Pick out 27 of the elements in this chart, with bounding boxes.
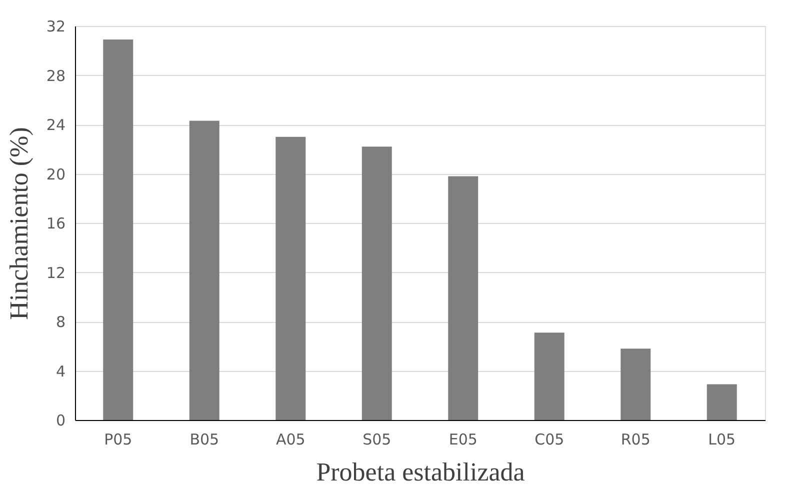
bar — [276, 136, 306, 420]
x-tick-label: A05 — [276, 430, 306, 448]
x-tick-label: L05 — [708, 430, 736, 448]
x-axis-title: Probeta estabilizada — [316, 458, 526, 486]
bar — [103, 40, 134, 420]
x-tick-label: E05 — [448, 430, 478, 448]
y-tick-label: 24 — [46, 116, 66, 134]
y-tick-label: 16 — [46, 214, 66, 232]
y-tick-label: 20 — [46, 165, 66, 184]
bar — [534, 332, 564, 420]
x-tick-label: B05 — [190, 430, 220, 448]
bar — [189, 120, 220, 420]
bar — [620, 348, 651, 420]
bar — [448, 176, 478, 420]
y-tick-label: 0 — [56, 412, 66, 430]
x-tick-label: P05 — [104, 430, 132, 448]
x-tick-label: R05 — [620, 430, 650, 448]
bar — [706, 384, 737, 420]
x-tick-label: C05 — [534, 430, 564, 448]
x-tick-label: S05 — [362, 430, 392, 448]
y-tick-label: 12 — [46, 264, 66, 282]
y-axis-title: Hinchamiento (%) — [4, 127, 34, 320]
y-tick-label: 4 — [56, 362, 66, 380]
y-tick-label: 32 — [46, 18, 66, 36]
bar — [362, 146, 392, 420]
y-tick-label: 8 — [56, 313, 66, 331]
y-tick-label: 28 — [46, 66, 66, 85]
